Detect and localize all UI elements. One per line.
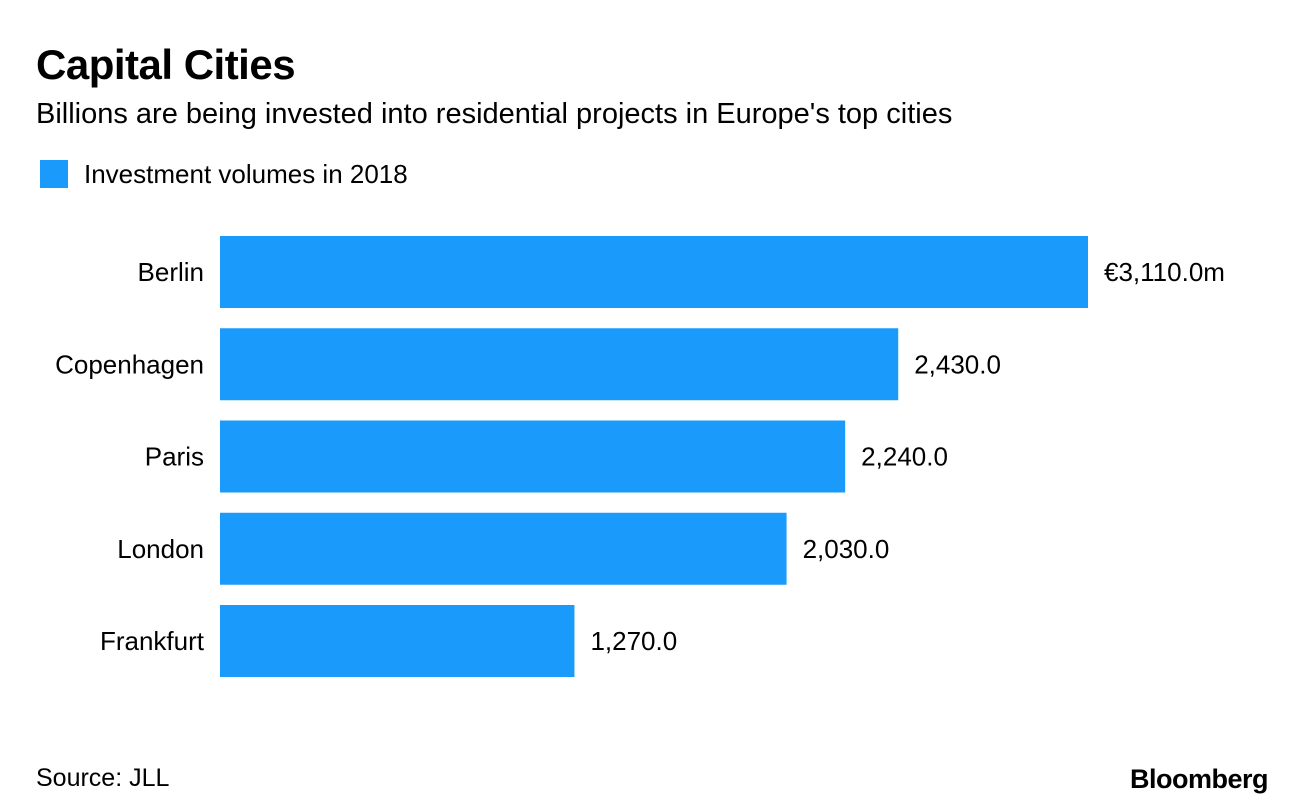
category-label: London bbox=[117, 534, 204, 564]
legend: Investment volumes in 2018 bbox=[40, 157, 408, 191]
category-label: Frankfurt bbox=[100, 626, 205, 656]
category-label: Berlin bbox=[138, 257, 204, 287]
category-label: Paris bbox=[145, 442, 204, 472]
value-label: €3,110.0m bbox=[1104, 257, 1225, 287]
bar-frankfurt bbox=[220, 605, 575, 677]
chart-subtitle: Billions are being invested into residen… bbox=[36, 98, 953, 130]
legend-swatch bbox=[40, 160, 68, 188]
value-label: 2,030.0 bbox=[803, 534, 890, 564]
bloomberg-logo: Bloomberg bbox=[1129, 764, 1269, 794]
bar-copenhagen bbox=[220, 328, 899, 401]
legend-label: Investment volumes in 2018 bbox=[84, 159, 408, 189]
category-label: Copenhagen bbox=[55, 349, 204, 379]
value-label: 1,270.0 bbox=[590, 626, 677, 656]
chart-title: Capital Cities bbox=[36, 41, 296, 88]
bar-paris bbox=[220, 420, 846, 493]
source-note: Source: JLL bbox=[36, 764, 170, 792]
value-label: 2,240.0 bbox=[861, 442, 948, 472]
bar-berlin bbox=[220, 236, 1088, 308]
bar-london bbox=[220, 512, 787, 585]
value-label: 2,430.0 bbox=[914, 349, 1001, 379]
